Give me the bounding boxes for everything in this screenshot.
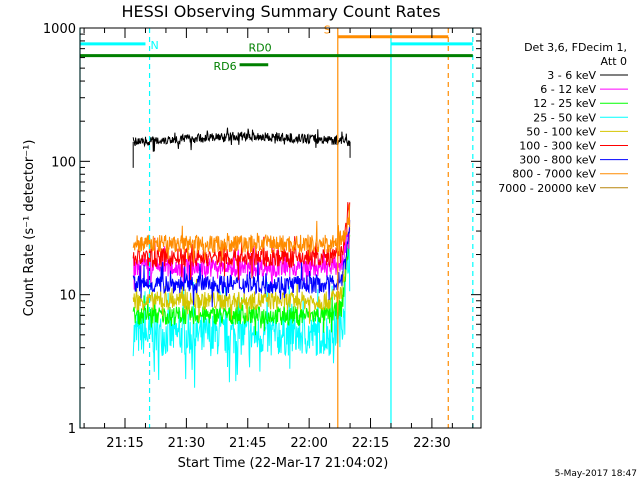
legend-entry-label: 7000 - 20000 keV (498, 182, 596, 195)
legend-entry-label: 800 - 7000 keV (512, 168, 596, 181)
legend-entry-label: 50 - 100 keV (526, 125, 596, 138)
x-axis-label: Start Time (22-Mar-17 21:04:02) (178, 456, 389, 471)
chart-title: HESSI Observing Summary Count Rates (121, 2, 440, 21)
x-tick-label: 21:45 (229, 436, 266, 451)
y-axis-label: Count Rate (s⁻¹ detector⁻¹) (22, 140, 37, 317)
flag-layer: N S RD0 RD6 (79, 24, 474, 428)
axis-layer: 1 10 100 1000 21:15 21:30 21:45 22:00 22:15 22:30 (43, 22, 481, 451)
x-tick-label: 22:30 (413, 436, 450, 451)
legend-entry-label: 3 - 6 keV (547, 69, 596, 82)
flag-label: RD0 (248, 42, 271, 55)
y-tick-label: 100 (51, 155, 76, 170)
x-tick-label: 22:00 (290, 436, 327, 451)
x-tick-label: 22:15 (352, 436, 389, 451)
y-tick-label: 1 (68, 422, 76, 437)
timestamp: 5-May-2017 18:47 (555, 469, 637, 479)
flag-label: S (324, 24, 331, 37)
x-tick-label: 21:30 (168, 436, 205, 451)
series-line (132, 127, 351, 152)
legend-entry-label: 25 - 50 keV (533, 111, 596, 124)
series-line (132, 220, 351, 308)
y-tick-label: 10 (59, 289, 76, 304)
legend-header: Det 3,6, FDecim 1, (524, 41, 627, 54)
legend-entry-label: 6 - 12 keV (540, 83, 596, 96)
plot-frame (79, 27, 482, 429)
legend-entry-label: 300 - 800 keV (519, 154, 596, 167)
legend-entry-label: 100 - 300 keV (519, 140, 596, 153)
flag-label: N (150, 39, 158, 52)
series-line (132, 227, 351, 324)
flag-label-bg (244, 41, 277, 54)
series-line (132, 202, 351, 281)
legend-header-attenuator: Att 0 (601, 55, 627, 68)
x-tick-label: 21:15 (106, 436, 143, 451)
legend-entry-label: 12 - 25 keV (533, 97, 596, 110)
data-layer (132, 127, 351, 388)
flag-label: RD6 (213, 60, 236, 73)
y-tick-label: 1000 (43, 22, 76, 37)
series-line (132, 204, 351, 263)
